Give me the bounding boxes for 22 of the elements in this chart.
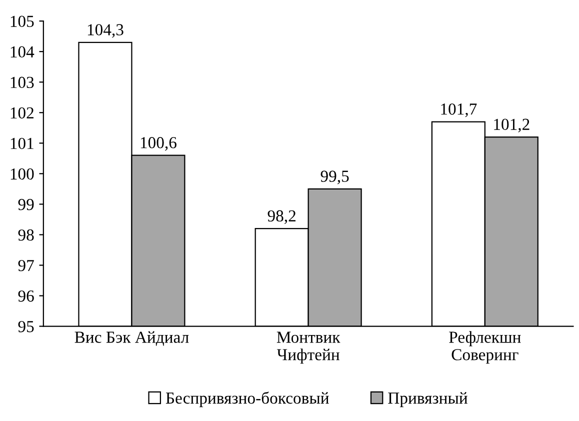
- y-tick-label: 99: [18, 198, 34, 210]
- data-label: 104,3: [88, 24, 124, 38]
- y-tick-label: 96: [18, 290, 34, 302]
- data-label: 98,2: [268, 210, 296, 224]
- y-tick-label: 98: [18, 229, 34, 241]
- y-tick-label: 102: [10, 107, 34, 119]
- y-tick-label: 105: [10, 16, 34, 27]
- y-tick-label: 97: [18, 260, 34, 272]
- legend-label: Привязный: [388, 392, 468, 408]
- legend-label: Беспривязно-боксовый: [166, 392, 329, 408]
- data-label: 101,7: [441, 103, 477, 118]
- x-tick-label: Вис Бэк Айдиал: [74, 331, 189, 346]
- y-tick-label: 100: [10, 168, 34, 180]
- y-tick-label: 104: [10, 46, 34, 58]
- y-tick-label: 95: [18, 321, 34, 332]
- y-tick-label: 101: [10, 138, 34, 150]
- data-label: 101,2: [494, 118, 530, 132]
- y-tick-label: 103: [10, 76, 34, 88]
- x-tick-label: Рефлекшн Соверинг: [449, 331, 521, 364]
- x-tick-label: Монтвик Чифтейн: [276, 332, 340, 364]
- data-label: 100,6: [140, 137, 176, 151]
- data-label: 99,5: [320, 170, 349, 184]
